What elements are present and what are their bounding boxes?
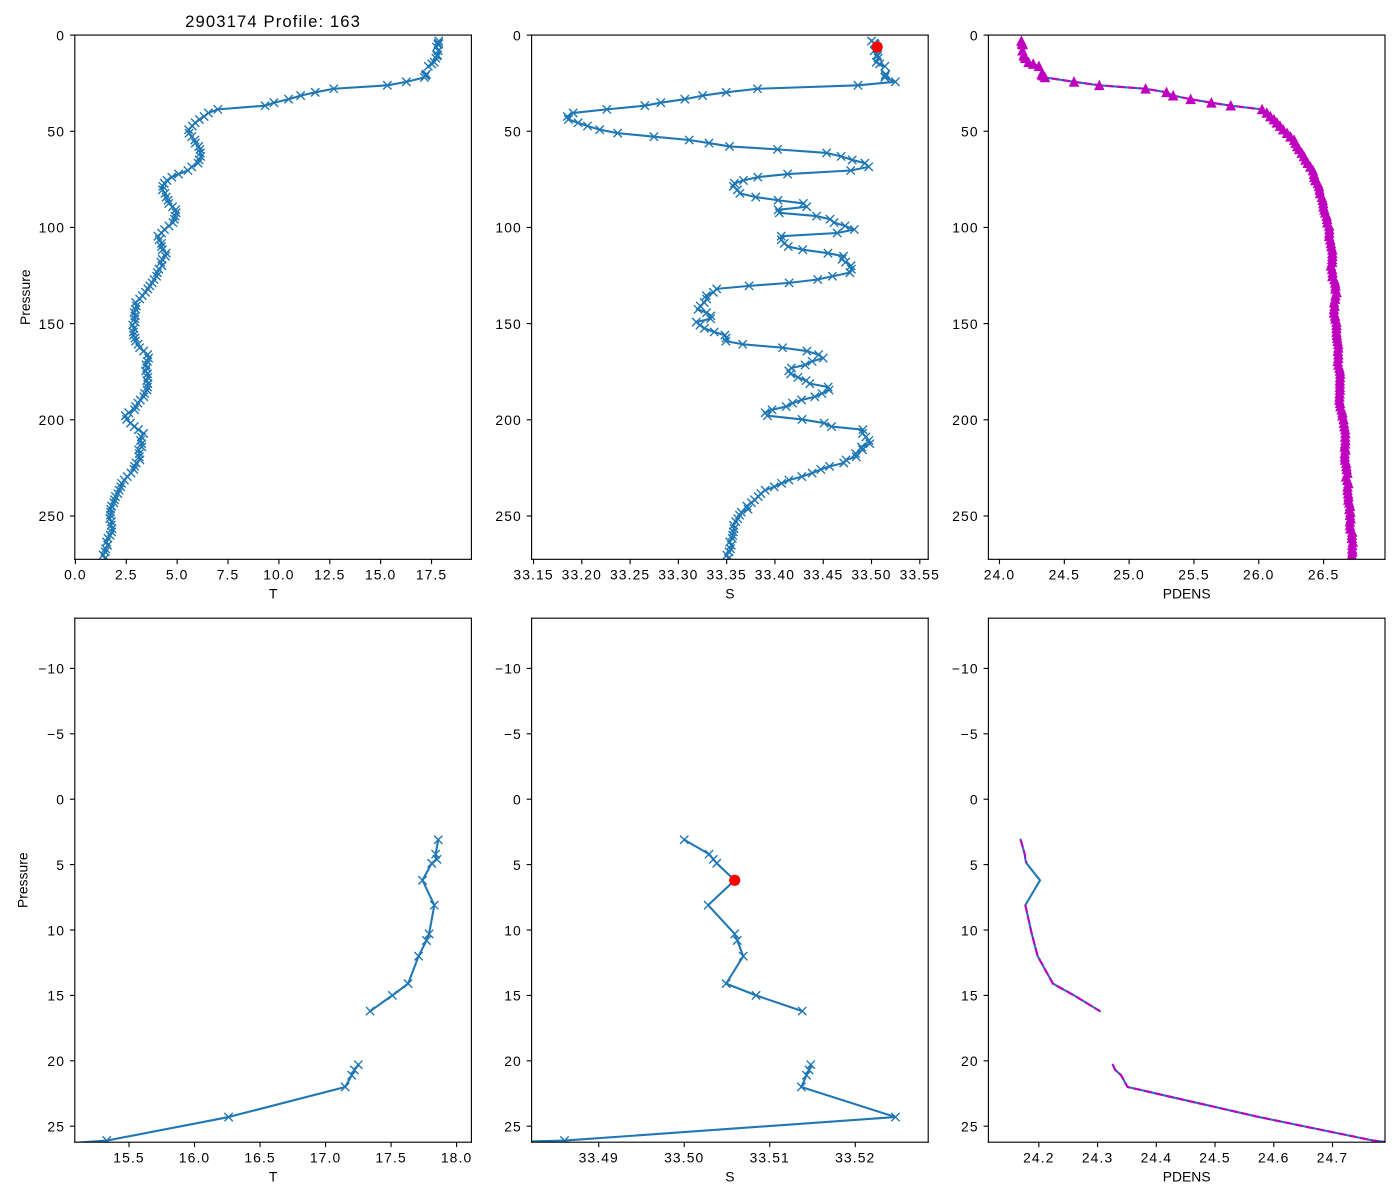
svg-text:33.40: 33.40 <box>755 567 795 583</box>
svg-text:33.50: 33.50 <box>851 567 891 583</box>
svg-text:15: 15 <box>961 988 979 1004</box>
svg-text:20: 20 <box>504 1053 522 1069</box>
svg-text:0: 0 <box>970 27 979 43</box>
svg-text:15.5: 15.5 <box>113 1149 144 1165</box>
svg-text:−10: −10 <box>38 661 65 677</box>
svg-text:12.5: 12.5 <box>314 567 345 583</box>
svg-text:24.3: 24.3 <box>1082 1149 1113 1165</box>
svg-text:25: 25 <box>504 1118 522 1134</box>
svg-text:200: 200 <box>495 412 521 428</box>
svg-text:33.25: 33.25 <box>610 567 650 583</box>
svg-text:20: 20 <box>961 1053 979 1069</box>
svg-text:5.0: 5.0 <box>166 567 189 583</box>
svg-text:50: 50 <box>961 124 979 140</box>
svg-text:T: T <box>269 1168 278 1184</box>
svg-text:10: 10 <box>504 922 522 938</box>
svg-text:5: 5 <box>970 857 979 873</box>
svg-text:15.0: 15.0 <box>365 567 396 583</box>
svg-text:0.0: 0.0 <box>64 567 87 583</box>
svg-text:250: 250 <box>952 508 978 524</box>
svg-text:S: S <box>725 586 734 602</box>
svg-text:0: 0 <box>56 791 65 807</box>
svg-text:24.2: 24.2 <box>1023 1149 1054 1165</box>
svg-text:25: 25 <box>47 1118 65 1134</box>
svg-text:S: S <box>725 1168 734 1184</box>
svg-text:33.52: 33.52 <box>835 1149 875 1165</box>
svg-text:24.5: 24.5 <box>1049 567 1080 583</box>
svg-text:−5: −5 <box>961 726 979 742</box>
svg-text:33.45: 33.45 <box>803 567 843 583</box>
svg-text:100: 100 <box>952 220 978 236</box>
svg-text:7.5: 7.5 <box>217 567 240 583</box>
svg-text:26.0: 26.0 <box>1243 567 1274 583</box>
svg-text:0: 0 <box>970 791 979 807</box>
svg-text:24.6: 24.6 <box>1258 1149 1289 1165</box>
svg-text:100: 100 <box>39 220 65 236</box>
svg-text:10: 10 <box>961 922 979 938</box>
svg-text:PDENS: PDENS <box>1163 586 1211 602</box>
svg-text:200: 200 <box>39 412 65 428</box>
svg-text:0: 0 <box>56 27 65 43</box>
svg-text:17.5: 17.5 <box>375 1149 406 1165</box>
svg-text:16.5: 16.5 <box>244 1149 275 1165</box>
svg-text:100: 100 <box>495 220 521 236</box>
svg-text:20: 20 <box>47 1053 65 1069</box>
svg-text:33.51: 33.51 <box>750 1149 790 1165</box>
svg-text:−5: −5 <box>504 726 522 742</box>
svg-text:PDENS: PDENS <box>1163 1168 1211 1184</box>
svg-text:24.5: 24.5 <box>1199 1149 1230 1165</box>
svg-text:18.0: 18.0 <box>441 1149 472 1165</box>
svg-text:25.0: 25.0 <box>1113 567 1144 583</box>
svg-text:T: T <box>269 586 278 602</box>
svg-text:25: 25 <box>961 1118 979 1134</box>
svg-text:−5: −5 <box>47 726 65 742</box>
svg-text:33.30: 33.30 <box>658 567 698 583</box>
svg-text:10.0: 10.0 <box>263 567 294 583</box>
svg-text:150: 150 <box>39 316 65 332</box>
svg-text:−10: −10 <box>952 661 979 677</box>
svg-text:33.49: 33.49 <box>579 1149 619 1165</box>
svg-text:150: 150 <box>495 316 521 332</box>
svg-text:15: 15 <box>504 988 522 1004</box>
svg-text:5: 5 <box>56 857 65 873</box>
svg-text:33.55: 33.55 <box>900 567 940 583</box>
svg-text:250: 250 <box>495 508 521 524</box>
svg-text:24.7: 24.7 <box>1317 1149 1348 1165</box>
svg-text:2903174 Profile: 163: 2903174 Profile: 163 <box>185 12 361 31</box>
svg-text:33.20: 33.20 <box>562 567 602 583</box>
svg-text:50: 50 <box>504 124 522 140</box>
svg-text:17.5: 17.5 <box>416 567 447 583</box>
svg-text:10: 10 <box>47 922 65 938</box>
svg-text:50: 50 <box>47 124 65 140</box>
svg-text:Pressure: Pressure <box>14 852 30 908</box>
svg-text:26.5: 26.5 <box>1308 567 1339 583</box>
svg-text:24.0: 24.0 <box>984 567 1015 583</box>
svg-text:0: 0 <box>513 27 522 43</box>
svg-text:15: 15 <box>47 988 65 1004</box>
svg-text:2.5: 2.5 <box>115 567 138 583</box>
svg-text:−10: −10 <box>495 661 522 677</box>
svg-text:Pressure: Pressure <box>17 269 33 325</box>
svg-text:17.0: 17.0 <box>310 1149 341 1165</box>
svg-text:33.50: 33.50 <box>664 1149 704 1165</box>
svg-text:150: 150 <box>952 316 978 332</box>
svg-text:5: 5 <box>513 857 522 873</box>
svg-text:200: 200 <box>952 412 978 428</box>
svg-text:16.0: 16.0 <box>179 1149 210 1165</box>
svg-text:0: 0 <box>513 791 522 807</box>
svg-text:250: 250 <box>39 508 65 524</box>
svg-text:25.5: 25.5 <box>1178 567 1209 583</box>
svg-text:24.4: 24.4 <box>1141 1149 1172 1165</box>
svg-text:33.15: 33.15 <box>513 567 553 583</box>
svg-text:33.35: 33.35 <box>707 567 747 583</box>
